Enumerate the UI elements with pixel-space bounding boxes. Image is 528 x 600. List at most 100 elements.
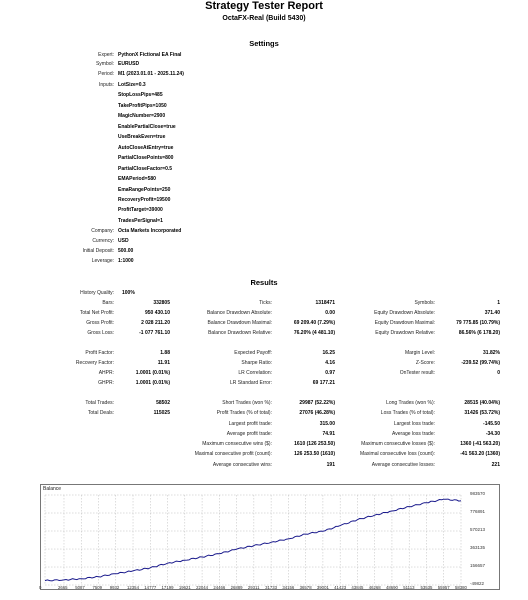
balance-dd-abs-value: 0.00 <box>325 310 335 316</box>
max-cons-profit-label: Maximal consecutive profit (count): <box>194 451 272 457</box>
profit-trades-label: Profit Trades (% of total): <box>216 410 272 416</box>
total-trades-value: 58502 <box>156 400 170 406</box>
sharpe-value: 4.16 <box>325 360 335 366</box>
largest-profit-value: 315.00 <box>319 421 335 427</box>
input-param: AutoCloseAtEntry=true <box>118 144 174 151</box>
y-tick-label: 156657 <box>470 563 486 569</box>
largest-loss-value: -145.50 <box>483 421 500 427</box>
gross-profit-label: Gross Profit: <box>86 320 114 326</box>
company-value: Octa Markets Incorporated <box>118 228 182 234</box>
total-trades-label: Total Trades: <box>85 400 114 406</box>
margin-level-label: Margin Level: <box>404 350 435 356</box>
input-param: MagicNumber=2900 <box>118 113 166 120</box>
x-tick-label: 51113 <box>403 585 415 590</box>
x-tick-label: 12354 <box>127 585 139 590</box>
x-tick-label: 14777 <box>144 585 157 590</box>
symbol-value: EURUSD <box>118 61 140 67</box>
expert-value: PythonX Fictional EA Final <box>118 52 182 58</box>
y-tick-label: -49822 <box>470 581 485 586</box>
input-param: TakeProfitPips=1050 <box>118 102 167 109</box>
x-tick-label: 31733 <box>265 585 278 590</box>
margin-level-value: 31.82% <box>483 350 500 356</box>
currency-label: Currency: <box>92 238 114 244</box>
x-tick-label: 29311 <box>247 585 260 590</box>
input-param: StopLossPips=485 <box>118 92 163 99</box>
x-tick-label: 55957 <box>437 585 450 590</box>
company-label: Company: <box>91 228 114 234</box>
report-title: Strategy Tester Report <box>205 0 323 12</box>
short-trades-label: Short Trades (won %): <box>222 400 272 406</box>
ontester-label: OnTester result: <box>399 370 435 376</box>
ghpr-label: GHPR: <box>98 380 114 386</box>
x-tick-label: 2665 <box>57 585 68 590</box>
x-tick-label: 24466 <box>213 585 226 590</box>
x-tick-label: 19621 <box>178 585 191 590</box>
x-tick-label: 7509 <box>92 585 103 590</box>
net-profit-value: 950 430.10 <box>144 310 170 316</box>
zscore-value: -239.52 (99.74%) <box>461 360 500 366</box>
total-deals-value: 115025 <box>153 410 170 416</box>
max-cons-losses-value: 1360 (-41 563.20) <box>460 441 500 447</box>
input-param: ProfitTarget=39000 <box>118 207 163 214</box>
x-tick-label: 46268 <box>368 585 381 590</box>
period-value: M1 (2023.01.01 - 2025.11.24) <box>118 71 184 77</box>
recovery-factor-value: 11.91 <box>157 360 170 366</box>
expected-payoff-label: Expected Payoff: <box>234 350 272 356</box>
loss-trades-value: 31426 (53.72%) <box>464 410 500 416</box>
input-param: PartialCloseFactor=0.5 <box>118 165 173 172</box>
x-tick-label: 17199 <box>161 585 174 590</box>
max-cons-wins-label: Maximum consecutive wins ($): <box>202 441 272 447</box>
profit-factor-value: 1.88 <box>160 350 170 356</box>
input-param: RecoveryProfit=19500 <box>118 196 171 203</box>
equity-dd-rel-value: 86.56% (6 178.20) <box>458 330 500 336</box>
profit-trades-value: 27076 (46.28%) <box>299 410 335 416</box>
x-tick-label: 22044 <box>196 585 209 590</box>
input-param: EmaRangePoints=250 <box>118 186 171 193</box>
chart-title: Balance <box>43 486 62 492</box>
largest-loss-label: Largest loss trade: <box>393 421 435 427</box>
avg-loss-value: -34.30 <box>485 431 500 437</box>
avg-cons-wins-label: Average consecutive wins: <box>212 462 272 468</box>
balance-chart-plot <box>44 494 462 586</box>
max-cons-loss-value: -41 563.20 (1360) <box>460 451 500 457</box>
input-param: LotSize=0.3 <box>118 82 146 88</box>
max-cons-profit-value: 126 253.50 (1610) <box>294 451 335 457</box>
settings-heading: Settings <box>249 39 279 48</box>
largest-profit-label: Largest profit trade: <box>228 421 272 427</box>
history-quality-label: History Quality: <box>80 290 114 296</box>
avg-cons-losses-label: Average consecutive losses: <box>371 462 435 468</box>
avg-cons-losses-value: 221 <box>491 462 500 468</box>
lr-correlation-value: 0.97 <box>325 370 335 376</box>
profit-factor-label: Profit Factor: <box>85 350 114 356</box>
x-tick-label: 41423 <box>334 585 347 590</box>
deposit-value: 500.00 <box>118 248 134 254</box>
leverage-value: 1:1000 <box>118 258 134 264</box>
ticks-value: 1318471 <box>315 300 335 306</box>
input-param: EnablePartialClose=true <box>118 123 176 130</box>
equity-dd-max-label: Equity Drawdown Maximal: <box>374 320 435 326</box>
total-deals-label: Total Deals: <box>87 410 114 416</box>
deposit-label: Initial Deposit: <box>82 248 114 254</box>
balance-series-line <box>44 498 462 582</box>
x-tick-label: 53535 <box>420 585 433 590</box>
period-label: Period: <box>98 71 114 77</box>
ghpr-value: 1.0001 (0.01%) <box>135 380 170 386</box>
net-profit-label: Total Net Profit: <box>79 310 114 316</box>
bars-value: 332805 <box>153 300 170 306</box>
balance-dd-max-label: Balance Drawdown Maximal: <box>207 320 272 326</box>
input-param: PartialClosePoints=800 <box>118 155 174 162</box>
y-tick-label: 776891 <box>470 509 486 514</box>
leverage-label: Leverage: <box>91 258 114 264</box>
input-param: UseBreakEven=true <box>118 134 166 141</box>
gross-loss-value: -1 077 761.10 <box>139 330 170 336</box>
gross-profit-value: 2 028 211.20 <box>141 320 170 326</box>
y-tick-label: 363135 <box>470 545 486 551</box>
x-tick-label: 43845 <box>351 585 364 590</box>
symbol-label: Symbol: <box>95 61 114 67</box>
lr-correlation-label: LR Correlation: <box>238 370 272 376</box>
max-cons-loss-label: Maximal consecutive loss (count): <box>359 451 435 457</box>
ahpr-value: 1.0001 (0.01%) <box>135 370 170 376</box>
inputs-label: Inputs: <box>98 82 114 88</box>
long-trades-label: Long Trades (won %): <box>386 400 435 406</box>
balance-dd-rel-value: 76.20% (4 481.10) <box>293 330 335 336</box>
